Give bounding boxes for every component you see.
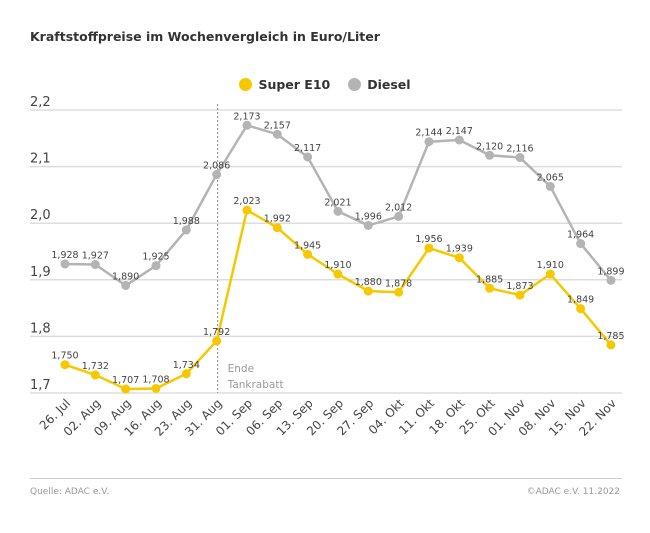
- data-label: 1,910: [537, 260, 564, 271]
- data-label: 1,956: [415, 234, 442, 245]
- data-point: [121, 384, 131, 394]
- data-point: [424, 137, 434, 147]
- data-point: [333, 269, 343, 279]
- data-point: [181, 369, 191, 379]
- data-point: [303, 249, 313, 259]
- data-label: 1,988: [173, 216, 200, 227]
- data-label: 1,939: [446, 244, 473, 255]
- data-label: 1,785: [597, 331, 624, 342]
- data-label: 1,750: [51, 351, 78, 362]
- data-point: [363, 220, 373, 230]
- data-label: 1,928: [51, 250, 78, 261]
- data-point: [394, 211, 404, 221]
- data-label: 1,873: [506, 281, 533, 292]
- data-point: [60, 259, 70, 269]
- data-point: [454, 253, 464, 263]
- data-point: [485, 150, 495, 160]
- data-point: [242, 120, 252, 130]
- data-label: 2,021: [324, 197, 351, 208]
- y-tick-label: 2,1: [30, 152, 51, 167]
- legend-item-diesel: Diesel: [348, 77, 411, 92]
- data-point: [363, 286, 373, 296]
- data-label: 1,899: [597, 266, 624, 277]
- data-label: 2,012: [385, 202, 412, 213]
- data-label: 1,927: [82, 251, 109, 262]
- data-point: [121, 280, 131, 290]
- data-label: 1,792: [203, 327, 230, 338]
- legend-dot-icon: [348, 78, 362, 91]
- y-tick-label: 1,9: [30, 265, 51, 280]
- data-point: [181, 225, 191, 235]
- legend-label: Diesel: [367, 77, 411, 92]
- data-label: 2,116: [506, 144, 533, 155]
- source-note: Quelle: ADAC e.V.: [30, 487, 110, 497]
- data-point: [606, 340, 616, 350]
- data-label: 1,734: [173, 360, 200, 371]
- legend-dot-icon: [239, 78, 253, 91]
- data-point: [576, 304, 586, 314]
- chart-title: Kraftstoffpreise im Wochenvergleich in E…: [30, 29, 380, 44]
- legend-label: Super E10: [258, 77, 331, 92]
- data-label: 2,023: [233, 196, 260, 207]
- data-label: 2,086: [203, 161, 230, 172]
- data-point: [151, 261, 161, 271]
- data-point: [151, 383, 161, 393]
- data-point: [576, 239, 586, 249]
- copyright-note: ©ADAC e.V. 11.2022: [526, 487, 620, 497]
- series-line-super-e10: [64, 208, 612, 391]
- data-point: [272, 223, 282, 233]
- data-point: [212, 336, 222, 346]
- data-label: 1,878: [385, 278, 412, 289]
- data-point: [454, 135, 464, 145]
- annotation-text: Ende: [228, 363, 254, 375]
- data-label: 2,157: [264, 120, 291, 131]
- data-label: 1,945: [294, 240, 321, 251]
- data-point: [90, 370, 100, 380]
- data-label: 2,173: [233, 111, 260, 122]
- data-label: 1,890: [112, 271, 139, 282]
- data-label: 1,708: [142, 374, 169, 385]
- data-label: 1,964: [567, 230, 594, 241]
- data-label: 1,925: [142, 252, 169, 263]
- data-point: [545, 181, 555, 191]
- data-label: 1,880: [355, 277, 382, 288]
- y-tick-label: 1,8: [30, 321, 51, 336]
- data-point: [545, 269, 555, 279]
- data-point: [303, 152, 313, 162]
- data-label: 2,147: [446, 126, 473, 137]
- data-label: 1,707: [112, 375, 139, 386]
- data-point: [272, 129, 282, 139]
- data-label: 1,732: [82, 361, 109, 372]
- data-label: 2,144: [415, 128, 442, 139]
- data-point: [333, 206, 343, 216]
- y-tick-label: 2,2: [30, 95, 51, 110]
- y-tick-label: 1,7: [30, 378, 51, 393]
- data-label: 1,910: [324, 260, 351, 271]
- divider: [30, 478, 622, 479]
- data-point: [606, 275, 616, 285]
- data-point: [90, 260, 100, 270]
- data-point: [212, 170, 222, 180]
- data-label: 2,117: [294, 143, 321, 154]
- legend-item-super-e10: Super E10: [239, 77, 330, 92]
- y-tick-label: 2,0: [30, 208, 51, 223]
- data-point: [515, 290, 525, 300]
- data-label: 2,065: [537, 172, 564, 183]
- data-label: 1,885: [476, 274, 503, 285]
- data-point: [60, 360, 70, 370]
- data-label: 1,849: [567, 295, 594, 306]
- data-point: [485, 283, 495, 293]
- legend: Super E10 Diesel: [0, 77, 650, 92]
- data-label: 1,992: [264, 214, 291, 225]
- data-point: [394, 287, 404, 297]
- annotation-text: Tankrabatt: [227, 379, 284, 391]
- data-label: 1,996: [355, 211, 382, 222]
- data-point: [424, 243, 434, 253]
- data-point: [515, 153, 525, 163]
- data-point: [242, 205, 252, 215]
- data-label: 2,120: [476, 141, 503, 152]
